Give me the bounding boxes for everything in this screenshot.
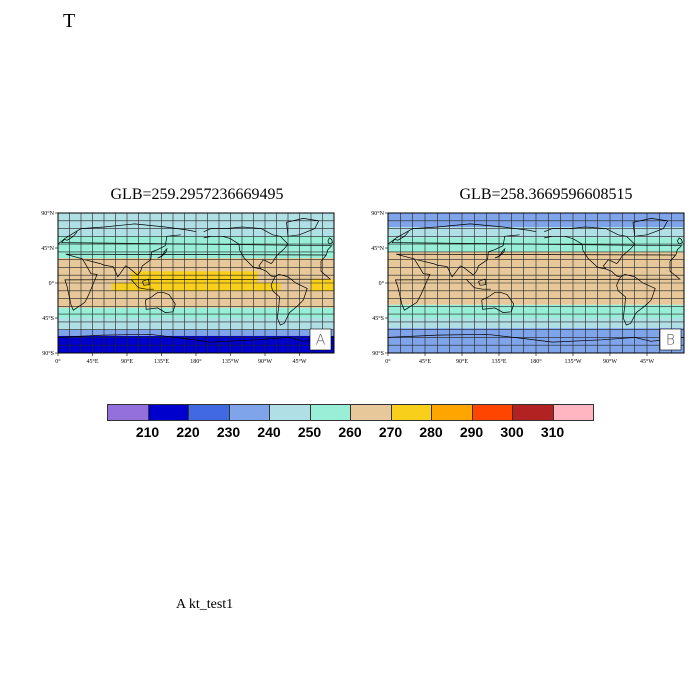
coastline (203, 226, 289, 278)
colorbar-label: 230 (216, 424, 241, 440)
colorbar-swatch (350, 404, 392, 421)
coastline (130, 278, 154, 290)
warm-patch (130, 271, 258, 283)
colorbar-swatch (269, 404, 311, 421)
lat-tick-label: 90°S (372, 350, 384, 357)
colorbar-label: 260 (338, 424, 362, 440)
coastline (157, 247, 168, 259)
colorbar-label: 300 (500, 424, 524, 440)
colorbar-swatch (309, 404, 351, 421)
lat-tick-label: 90°S (42, 350, 54, 357)
colorbar-swatch (107, 404, 149, 421)
coastline (270, 274, 308, 326)
colorbar-swatch (147, 404, 189, 421)
colorbar-label: 210 (135, 424, 160, 440)
colorbar-label: 270 (378, 424, 403, 440)
lon-tick-label: 45°E (419, 358, 431, 365)
lat-tick-label: 45°N (371, 245, 384, 252)
coastline (616, 274, 656, 326)
coastline (388, 333, 684, 343)
lon-tick-label: 180° (530, 358, 542, 365)
coastline (544, 235, 606, 270)
colorbar-swatch (228, 404, 270, 421)
colorbar-label: 310 (540, 424, 565, 440)
lon-tick-label: 135°W (222, 358, 239, 365)
panel-tag: A (316, 333, 326, 349)
lon-tick-label: 90°W (603, 358, 617, 365)
coastline (394, 253, 681, 311)
coastline (203, 235, 262, 270)
lat-tick-label: 45°S (42, 315, 54, 322)
lon-tick-label: 45°E (86, 358, 98, 365)
colorbar-label: 240 (257, 424, 281, 440)
lon-tick-label: 45°W (292, 358, 306, 365)
coastline (391, 231, 683, 256)
lat-tick-label: 0° (49, 280, 55, 287)
coastline (286, 218, 320, 237)
colorbar-label: 250 (297, 424, 322, 440)
lat-tick-label: 45°N (41, 245, 54, 252)
lat-tick-label: 0° (379, 280, 385, 287)
coastline (61, 231, 333, 256)
colorbar (107, 404, 594, 421)
coastline (58, 333, 334, 343)
lon-tick-label: 135°E (491, 358, 506, 365)
lat-tick-label: 90°N (371, 210, 384, 217)
coastline (145, 291, 176, 313)
coastline (84, 234, 181, 278)
panel-tag-box (309, 328, 332, 351)
colorbar-swatch (552, 404, 594, 421)
lat-tick-label: 45°S (372, 315, 384, 322)
lon-tick-label: 90°E (456, 358, 468, 365)
lon-tick-label: 135°W (564, 358, 581, 365)
figure-title: T (63, 10, 76, 32)
lon-tick-label: 90°E (121, 358, 133, 365)
coastline (494, 247, 506, 259)
coastline (465, 278, 491, 290)
panel-tag-box (659, 328, 682, 351)
colorbar-swatch (390, 404, 432, 421)
coastline (544, 226, 636, 278)
lon-tick-label: 180° (190, 358, 202, 365)
lon-tick-label: 0° (55, 358, 61, 365)
lon-tick-label: 135°E (154, 358, 169, 365)
colorbar-swatch (512, 404, 554, 421)
map-panel-b: 90°N45°N0°45°S90°S0° 45°E 90°E 135°E 180° 135… (371, 210, 685, 365)
coastline (478, 278, 487, 286)
panel-tag: B (666, 333, 675, 349)
coastline (327, 237, 333, 245)
panel-b-title: GLB=258.3669596608515 (459, 186, 633, 203)
lon-tick-label: 90°W (258, 358, 272, 365)
lon-tick-label: 0° (385, 358, 391, 365)
lon-tick-label: 45°W (640, 358, 654, 365)
coastline (677, 237, 683, 245)
map-panel-a: 90°N45°N0°45°S90°S0° 45°E 90°E 135°E 180° 135… (41, 210, 335, 365)
panel-a-title: GLB=259.2957236669495 (110, 186, 284, 203)
figure-caption: A kt_test1 (176, 597, 234, 612)
coastline (481, 291, 515, 313)
colorbar-swatch (431, 404, 473, 421)
colorbar-label: 280 (419, 424, 443, 440)
coastline (141, 278, 150, 286)
lat-tick-label: 90°N (41, 210, 54, 217)
coastline (388, 223, 537, 245)
coastline (416, 234, 520, 278)
coastline (58, 223, 197, 245)
colorbar-label: 220 (176, 424, 200, 440)
colorbar-swatch (471, 404, 513, 421)
coastline (64, 253, 332, 311)
colorbar-label: 290 (459, 424, 484, 440)
coastline (632, 218, 669, 237)
colorbar-swatch (188, 404, 230, 421)
